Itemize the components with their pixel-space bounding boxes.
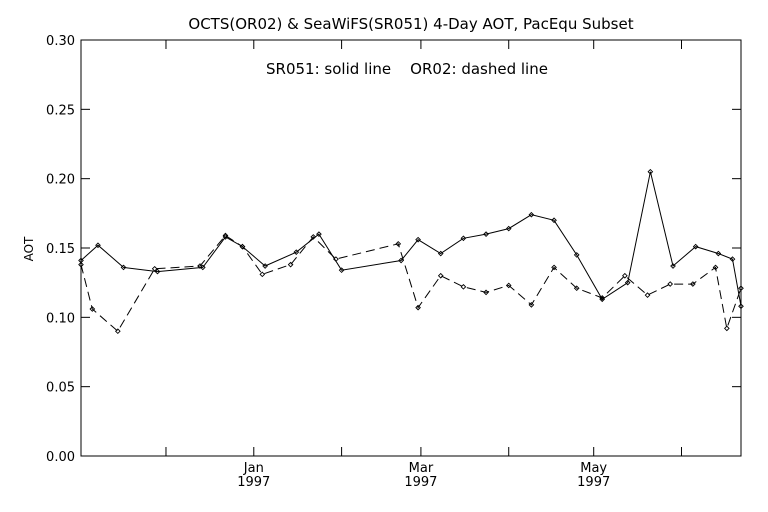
y-tick-label: 0.25 [46, 103, 75, 118]
x-tick-label-year: 1997 [237, 475, 270, 490]
data-point-or02 [573, 285, 580, 292]
data-point-sr051 [528, 211, 535, 218]
series-line-sr051 [80, 171, 742, 307]
data-point-or02 [551, 264, 557, 271]
data-point-sr051 [573, 252, 580, 258]
data-point-or02 [151, 265, 158, 272]
y-tick-label: 0.15 [46, 242, 75, 257]
data-point-or02 [395, 241, 402, 247]
data-point-sr051 [647, 168, 654, 175]
chart-title: OCTS(OR02) & SeaWiFS(SR051) 4-Day AOT, P… [188, 15, 633, 33]
data-point-or02 [310, 234, 317, 240]
data-point-sr051 [624, 279, 631, 286]
data-point-sr051 [505, 225, 512, 232]
data-point-or02 [287, 261, 294, 268]
y-tick-label: 0.10 [46, 311, 75, 326]
data-point-sr051 [729, 256, 736, 262]
y-tick-label: 0.00 [46, 450, 75, 465]
data-point-or02 [78, 261, 84, 268]
data-point-or02 [415, 304, 421, 311]
data-point-or02 [89, 306, 96, 312]
data-point-or02 [505, 282, 512, 289]
data-point-or02 [197, 263, 203, 269]
y-axis-label: AOT [22, 236, 36, 261]
data-point-sr051 [437, 250, 444, 257]
series-style-note: SR051: solid line OR02: dashed line [266, 60, 548, 78]
data-point-sr051 [316, 231, 322, 237]
data-point-or02 [712, 264, 719, 271]
data-point-sr051 [715, 250, 722, 257]
data-point-or02 [724, 325, 730, 332]
data-point-sr051 [738, 303, 744, 310]
data-point-or02 [690, 281, 696, 287]
data-point-sr051 [483, 231, 489, 237]
data-point-sr051 [670, 263, 676, 269]
data-point-sr051 [293, 249, 300, 255]
x-tick-label-year: 1997 [577, 475, 610, 490]
x-tick-label-year: 1997 [404, 475, 437, 490]
y-tick-label: 0.30 [46, 34, 75, 49]
series-layer [78, 168, 744, 335]
data-point-or02 [333, 256, 339, 262]
x-tick-label-month: May [580, 461, 607, 476]
data-point-or02 [437, 272, 444, 279]
data-point-or02 [599, 295, 606, 301]
y-tick-label: 0.20 [46, 173, 75, 188]
data-point-or02 [114, 328, 121, 335]
data-point-or02 [667, 281, 674, 287]
data-point-or02 [222, 232, 229, 239]
data-point-sr051 [95, 242, 101, 249]
data-point-sr051 [460, 235, 467, 242]
data-point-sr051 [551, 217, 557, 224]
data-point-or02 [738, 285, 744, 292]
y-tick-label: 0.05 [46, 381, 75, 396]
data-point-or02 [622, 272, 628, 279]
data-point-or02 [528, 302, 535, 308]
data-point-or02 [239, 243, 246, 250]
data-point-sr051 [120, 264, 127, 271]
data-point-sr051 [154, 268, 161, 275]
data-point-sr051 [398, 257, 404, 264]
series-line-or02 [80, 234, 742, 332]
data-point-sr051 [692, 243, 699, 250]
data-point-sr051 [262, 263, 268, 269]
data-point-or02 [644, 292, 651, 298]
data-point-or02 [483, 289, 489, 296]
data-point-sr051 [415, 236, 421, 243]
data-point-or02 [259, 271, 266, 278]
x-tick-label-month: Mar [409, 461, 434, 476]
data-point-sr051 [338, 267, 345, 274]
axes: 0.000.050.100.150.200.250.30Jan1997Mar19… [46, 34, 741, 490]
x-tick-label-month: Jan [243, 461, 264, 476]
data-point-or02 [460, 283, 467, 290]
